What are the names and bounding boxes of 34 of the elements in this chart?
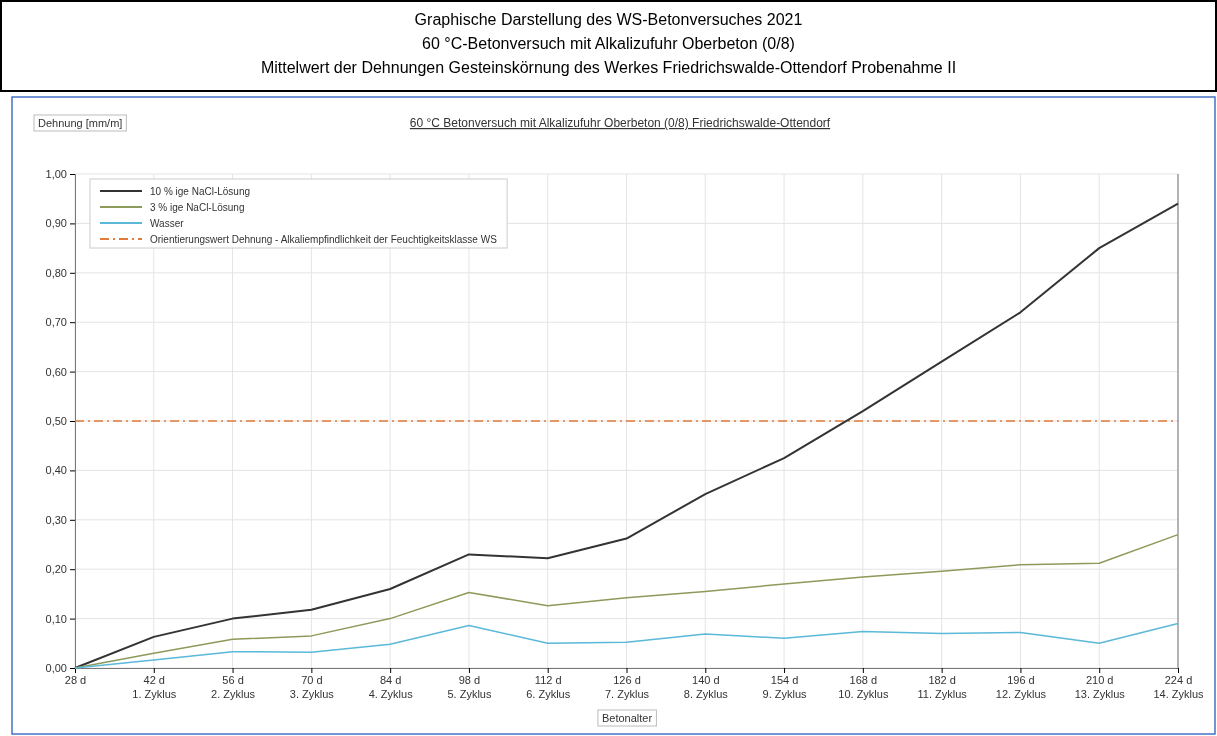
x-tick-label: 56 d 2. Zyklus [211,674,256,700]
chart-title: Graphische Darstellung des WS-Betonversuches 2021 60 °C-Betonversuch mit Alkalizufuhr Oberbeton (0/8) Mittelwert der Dehnungen Gesteinskörnung des Werkes Friedrichswalde-Ottendorf Probenahme II [260,11,957,76]
legend-label: Wasser [150,218,185,229]
x-tick-label: 112 d 6. Zyklus [526,674,571,700]
x-tick-label: 196 d 12. Zyklus [995,674,1047,700]
y-tick-label: 0,80 [45,266,67,279]
y-tick-label: 0,10 [45,612,67,625]
y-tick-label: 0,20 [45,563,67,576]
x-tick-label: 42 d 1. Zyklus [132,674,177,700]
x-tick-label: 84 d 4. Zyklus [368,674,414,700]
y-tick-label: 0,90 [45,217,67,230]
y-tick-label: 0,50 [45,415,67,428]
legend-label: 3 % ige NaCl-Lösung [150,202,245,213]
y-tick-label: 0,70 [45,316,67,329]
y-tick-label: 0,40 [45,464,67,477]
chart-subtitle: 60 °C Betonversuch mit Alkalizufuhr Oberbeton (0/8) Friedrichswalde-Ottendorf [409,116,831,130]
x-tick-label: 28 d [64,674,87,686]
x-tick-label: 224 d 14. Zyklus [1153,674,1205,700]
x-tick-label: 168 d 10. Zyklus [838,674,889,700]
legend-label: 10 % ige NaCl-Lösung [150,186,251,197]
x-axis-title: Betonalter [601,712,653,724]
x-tick-label: 126 d 7. Zyklus [604,674,650,700]
y-axis-title: Dehnung [mm/m] [38,117,123,129]
y-tick-label: 0,60 [45,365,67,378]
y-tick-label: 1,00 [45,168,67,181]
x-tick-label: 154 d 9. Zyklus [762,674,808,700]
y-tick-label: 0,00 [45,662,67,675]
legend-label: Orientierungswert Dehnung - Alkaliempfindlichkeit der Feuchtigkeitsklasse WS [150,234,498,245]
x-tick-label: 182 d 11. Zyklus [917,674,968,700]
y-tick-label: 0,30 [45,513,67,526]
x-tick-label: 210 d 13. Zyklus [1074,674,1126,700]
x-tick-label: 140 d 8. Zyklus [683,674,729,700]
x-tick-label: 98 d 5. Zyklus [447,674,492,700]
x-tick-label: 70 d 3. Zyklus [289,674,335,700]
